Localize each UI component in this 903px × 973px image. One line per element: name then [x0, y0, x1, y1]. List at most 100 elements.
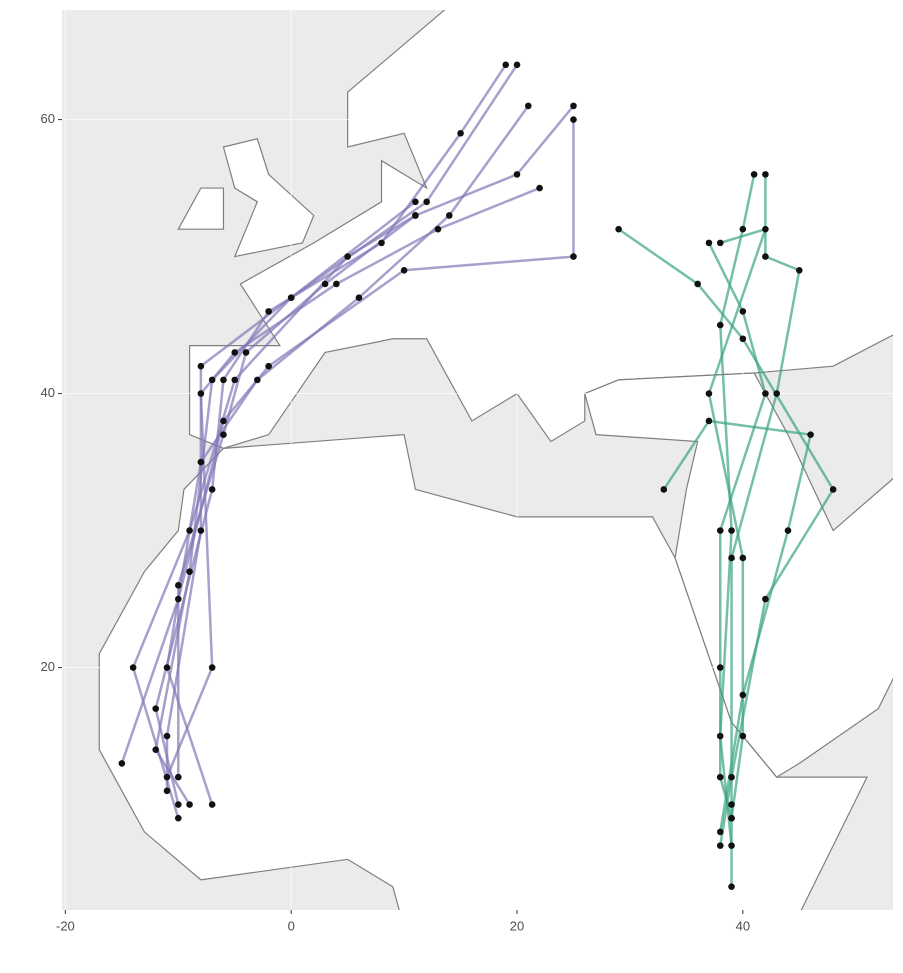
- location-point: [434, 225, 442, 233]
- location-point: [739, 554, 747, 562]
- location-point: [174, 814, 182, 822]
- location-point: [705, 417, 713, 425]
- location-point: [570, 102, 577, 110]
- location-point: [762, 595, 769, 603]
- location-point: [739, 691, 747, 699]
- location-point: [197, 390, 205, 397]
- location-point: [378, 239, 385, 247]
- location-point: [208, 486, 216, 493]
- location-point: [220, 376, 227, 384]
- location-point: [254, 376, 261, 384]
- location-point: [807, 431, 814, 438]
- x-tick-label: 20: [510, 918, 524, 933]
- location-point: [829, 486, 837, 493]
- location-point: [400, 266, 408, 274]
- x-tick-label: -20: [56, 918, 75, 933]
- y-tick-label: 20: [41, 659, 55, 674]
- location-point: [762, 171, 769, 178]
- location-point: [570, 253, 577, 260]
- track: [718, 174, 756, 846]
- location-point: [208, 664, 216, 671]
- location-point: [208, 376, 216, 384]
- location-point: [152, 705, 160, 712]
- location-point: [716, 321, 724, 329]
- location-point: [129, 664, 137, 671]
- location-point: [728, 814, 735, 822]
- location-point: [705, 390, 713, 397]
- location-point: [355, 294, 363, 301]
- location-point: [716, 732, 724, 740]
- location-point: [773, 390, 781, 397]
- location-point: [728, 527, 735, 534]
- location-point: [728, 801, 735, 808]
- location-point: [739, 225, 747, 233]
- location-point: [174, 595, 182, 603]
- location-point: [716, 527, 724, 534]
- location-point: [174, 801, 182, 808]
- location-point: [570, 116, 577, 123]
- location-point: [242, 349, 250, 356]
- location-point: [716, 828, 724, 836]
- location-point: [333, 280, 340, 288]
- y-tick-label: 40: [41, 385, 55, 400]
- location-point: [694, 280, 701, 288]
- location-point: [716, 664, 724, 671]
- location-point: [615, 225, 622, 233]
- location-point: [513, 61, 521, 69]
- location-point: [457, 129, 464, 137]
- location-point: [445, 212, 453, 219]
- location-point: [739, 308, 747, 315]
- location-point: [728, 883, 735, 891]
- location-point: [163, 732, 171, 740]
- x-tick-label: 0: [288, 918, 295, 933]
- location-point: [716, 773, 724, 781]
- land: [62, 10, 893, 910]
- location-point: [739, 732, 747, 740]
- location-point: [344, 253, 351, 260]
- location-point: [220, 431, 227, 438]
- location-point: [502, 61, 510, 69]
- location-point: [412, 198, 419, 206]
- location-point: [174, 773, 182, 781]
- location-point: [186, 568, 193, 575]
- location-point: [660, 486, 668, 493]
- location-point: [423, 198, 430, 206]
- location-point: [265, 308, 272, 315]
- location-point: [716, 239, 724, 247]
- location-point: [762, 253, 769, 260]
- location-point: [265, 362, 272, 370]
- location-point: [163, 664, 171, 671]
- location-point: [321, 280, 329, 288]
- location-point: [197, 362, 205, 370]
- x-tick-label: 40: [736, 918, 750, 933]
- location-point: [795, 266, 803, 274]
- location-point: [197, 458, 205, 466]
- location-point: [197, 527, 205, 534]
- location-point: [412, 212, 419, 219]
- landmass: [177, 187, 225, 230]
- location-point: [739, 335, 747, 343]
- track: [662, 419, 813, 833]
- location-point: [152, 746, 160, 754]
- location-point: [784, 527, 792, 534]
- track: [131, 214, 417, 819]
- location-point: [762, 390, 769, 397]
- location-point: [716, 842, 724, 849]
- location-point: [208, 801, 216, 808]
- location-point: [220, 417, 227, 425]
- location-point: [163, 773, 171, 781]
- tracks: [118, 61, 837, 891]
- location-point: [287, 294, 295, 301]
- location-point: [231, 376, 239, 384]
- track: [154, 200, 417, 806]
- location-point: [728, 554, 735, 562]
- location-point: [536, 184, 543, 192]
- location-point: [186, 801, 193, 808]
- location-point: [513, 171, 521, 178]
- y-tick-label: 60: [41, 111, 55, 126]
- track: [707, 227, 768, 819]
- location-point: [163, 787, 171, 795]
- landmass: [584, 372, 893, 778]
- location-point: [525, 102, 532, 110]
- location-point: [118, 760, 126, 767]
